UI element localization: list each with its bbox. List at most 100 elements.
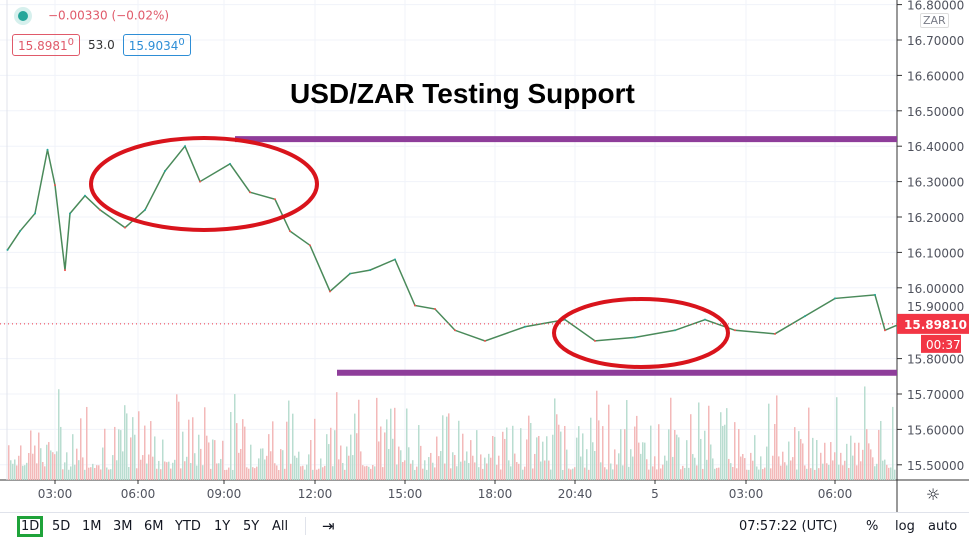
range-1d[interactable]: 1D bbox=[16, 516, 44, 537]
volume-bar bbox=[262, 448, 264, 480]
volume-bar bbox=[740, 456, 742, 480]
volume-bar bbox=[876, 463, 878, 480]
volume-bar bbox=[352, 455, 354, 480]
volume-bar bbox=[186, 456, 188, 480]
volume-bar bbox=[466, 451, 468, 480]
volume-bar bbox=[710, 444, 712, 480]
volume-bar bbox=[538, 435, 540, 480]
volume-bar bbox=[278, 469, 280, 480]
range-1m[interactable]: 1M bbox=[82, 519, 102, 534]
price-point bbox=[6, 248, 9, 251]
volume-bar bbox=[18, 455, 20, 480]
volume-bar bbox=[440, 451, 442, 480]
volume-bar bbox=[582, 433, 584, 480]
volume-bar bbox=[474, 462, 476, 480]
x-tick-label: 06:00 bbox=[818, 487, 853, 501]
volume-bar bbox=[864, 386, 866, 480]
volume-bar bbox=[70, 466, 72, 480]
volume-bar bbox=[738, 429, 740, 480]
price-point bbox=[884, 329, 886, 332]
volume-bar bbox=[486, 463, 488, 480]
range-5y[interactable]: 5Y bbox=[243, 519, 260, 534]
volume-bar bbox=[146, 463, 148, 480]
volume-bar bbox=[820, 452, 822, 480]
volume-bar bbox=[194, 453, 196, 480]
volume-bar bbox=[780, 465, 782, 480]
volume-bar bbox=[402, 462, 404, 480]
volume-bar bbox=[40, 448, 42, 480]
price-point bbox=[229, 162, 231, 165]
price-point bbox=[84, 194, 86, 197]
range-3m[interactable]: 3M bbox=[113, 519, 133, 534]
volume-bar bbox=[468, 463, 470, 480]
volume-bar bbox=[96, 465, 98, 480]
price-point bbox=[594, 339, 596, 342]
volume-bar bbox=[304, 469, 306, 480]
volume-bar bbox=[84, 469, 86, 480]
volume-bar bbox=[620, 429, 622, 480]
highlight-ellipse-top bbox=[89, 136, 319, 232]
volume-bar bbox=[830, 442, 832, 480]
y-tick-label: 15.80000 bbox=[907, 353, 964, 367]
volume-bar bbox=[868, 443, 870, 480]
x-tick-label: 20:40 bbox=[558, 487, 593, 501]
range-ytd[interactable]: YTD bbox=[175, 519, 201, 534]
price-point bbox=[144, 208, 146, 211]
price-chart[interactable]: 16.80000 16.70000 16.60000 16.50000 16.40000… bbox=[0, 0, 969, 512]
volume-bar bbox=[636, 415, 638, 480]
volume-bar bbox=[158, 460, 160, 480]
range-1y[interactable]: 1Y bbox=[214, 519, 231, 534]
range-all[interactable]: All bbox=[272, 519, 289, 534]
volume-bar bbox=[364, 466, 366, 480]
range-6m[interactable]: 6M bbox=[144, 519, 164, 534]
x-tick-label: 03:00 bbox=[729, 487, 764, 501]
volume-bar bbox=[682, 465, 684, 480]
volume-bar bbox=[500, 469, 502, 480]
price-point bbox=[484, 339, 486, 342]
volume-bar bbox=[326, 434, 328, 480]
volume-bar bbox=[476, 430, 478, 480]
price-point bbox=[349, 272, 351, 275]
volume-bar bbox=[156, 468, 158, 480]
volume-bar bbox=[670, 397, 672, 480]
sell-price-button[interactable]: 15.89810 bbox=[12, 34, 80, 56]
volume-bar bbox=[328, 444, 330, 480]
y-tick-label: 16.70000 bbox=[907, 34, 964, 48]
volume-bar bbox=[114, 426, 116, 480]
volume-bar bbox=[170, 468, 172, 480]
volume-bar bbox=[314, 418, 316, 480]
volume-bar bbox=[330, 427, 332, 480]
log-toggle[interactable]: log bbox=[895, 519, 915, 534]
volume-bar bbox=[638, 442, 640, 480]
volume-bar bbox=[222, 440, 224, 480]
percent-toggle[interactable]: % bbox=[866, 519, 879, 534]
volume-bar bbox=[544, 460, 546, 480]
highlight-ellipse-bottom bbox=[552, 297, 730, 369]
volume-bar bbox=[272, 421, 274, 480]
volume-bar bbox=[302, 465, 304, 480]
volume-bar bbox=[298, 451, 300, 480]
volume-bar bbox=[244, 426, 246, 480]
volume-bar bbox=[846, 443, 848, 480]
volume-bar bbox=[836, 397, 838, 480]
go-to-date-icon[interactable]: ⇥ bbox=[322, 517, 335, 535]
volume-bar bbox=[122, 451, 124, 480]
volume-bar bbox=[754, 435, 756, 480]
volume-bar bbox=[246, 467, 248, 480]
settings-gear-icon[interactable]: ☼ bbox=[926, 485, 940, 504]
volume-bar bbox=[522, 469, 524, 480]
volume-bar bbox=[490, 457, 492, 480]
auto-toggle[interactable]: auto bbox=[928, 519, 958, 534]
volume-bar bbox=[750, 452, 752, 480]
volume-bar bbox=[574, 467, 576, 480]
volume-bar bbox=[110, 469, 112, 480]
volume-bar bbox=[116, 460, 118, 480]
volume-bar bbox=[464, 460, 466, 480]
range-5d[interactable]: 5D bbox=[52, 519, 71, 534]
y-tick-label: 16.10000 bbox=[907, 246, 964, 260]
x-tick-label: 09:00 bbox=[207, 487, 242, 501]
buy-price-button[interactable]: 15.90340 bbox=[122, 34, 191, 56]
volume-bar bbox=[448, 413, 450, 480]
volume-bar bbox=[752, 460, 754, 480]
volume-bar bbox=[428, 457, 430, 480]
